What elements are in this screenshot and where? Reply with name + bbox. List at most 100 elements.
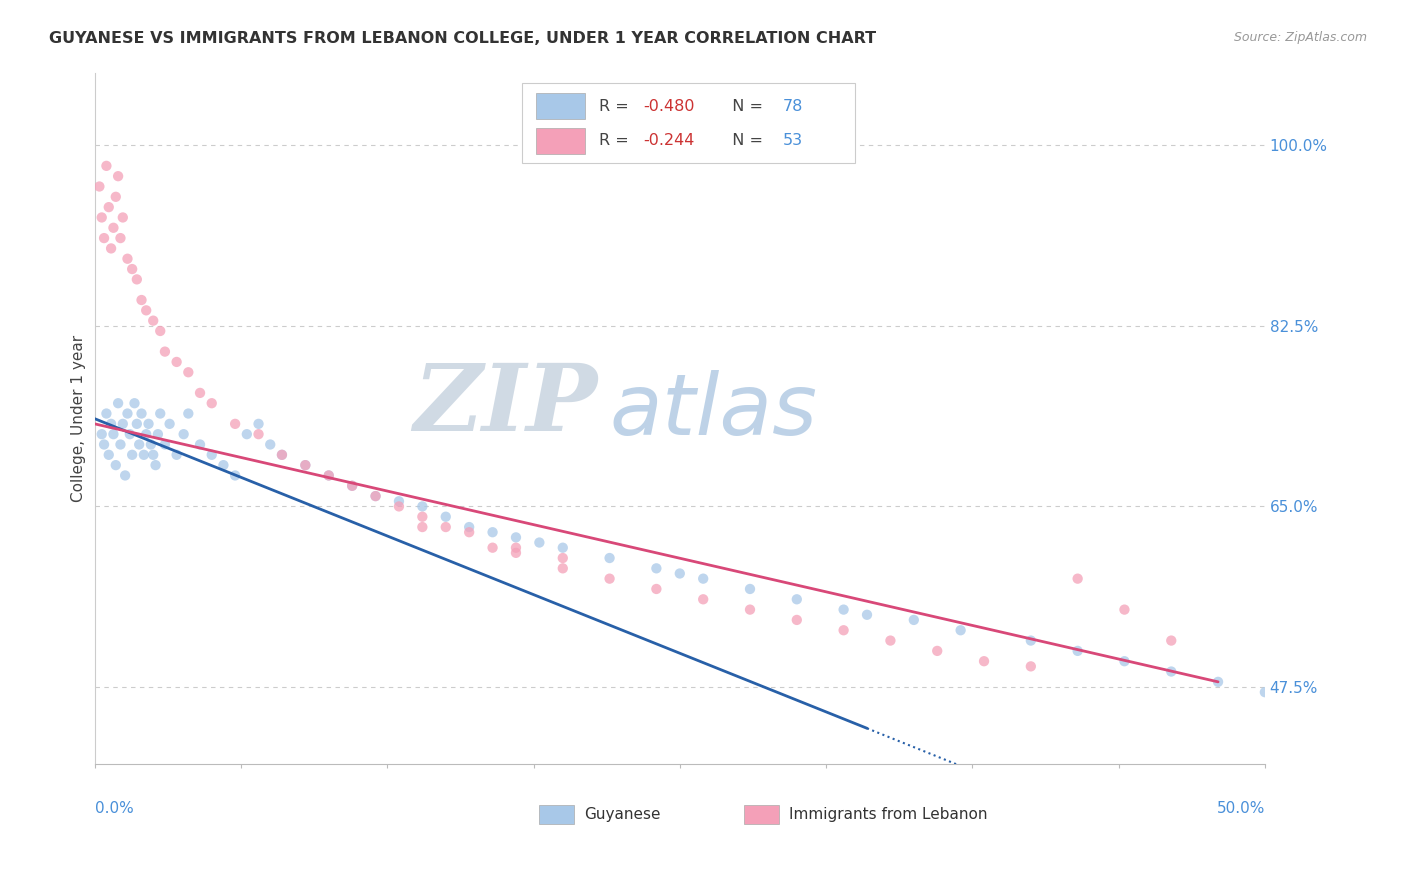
Point	[1019, 659, 1042, 673]
Point	[1114, 654, 1136, 668]
Point	[458, 525, 481, 540]
Point	[1114, 602, 1136, 616]
Point	[259, 437, 281, 451]
Point	[973, 654, 995, 668]
Point	[903, 613, 925, 627]
Point	[149, 407, 172, 421]
Point	[166, 448, 188, 462]
Point	[121, 262, 143, 277]
Point	[949, 624, 972, 638]
Point	[146, 427, 169, 442]
Text: ZIP: ZIP	[413, 359, 598, 450]
Point	[110, 437, 132, 451]
Point	[135, 303, 157, 318]
Point	[117, 252, 139, 266]
Point	[692, 572, 714, 586]
Point	[132, 448, 155, 462]
Text: atlas: atlas	[610, 370, 817, 453]
Text: GUYANESE VS IMMIGRANTS FROM LEBANON COLLEGE, UNDER 1 YEAR CORRELATION CHART: GUYANESE VS IMMIGRANTS FROM LEBANON COLL…	[49, 31, 876, 46]
Point	[103, 220, 125, 235]
Point	[93, 437, 115, 451]
Point	[100, 417, 122, 431]
Text: 0.0%: 0.0%	[94, 800, 134, 815]
Point	[124, 396, 146, 410]
Point	[128, 437, 150, 451]
Point	[247, 417, 270, 431]
Point	[96, 407, 118, 421]
Point	[131, 293, 153, 307]
Point	[118, 427, 141, 442]
Point	[114, 468, 136, 483]
Point	[505, 541, 527, 555]
Point	[97, 448, 120, 462]
Point	[90, 211, 112, 225]
Text: N =: N =	[721, 133, 768, 148]
Point	[111, 417, 134, 431]
Point	[149, 324, 172, 338]
Text: Immigrants from Lebanon: Immigrants from Lebanon	[789, 806, 987, 822]
Point	[177, 365, 200, 379]
Point	[153, 437, 176, 451]
Point	[738, 582, 761, 596]
Point	[411, 520, 433, 534]
Point	[1347, 696, 1369, 710]
Point	[411, 500, 433, 514]
Point	[107, 396, 129, 410]
Point	[458, 520, 481, 534]
Point	[159, 417, 181, 431]
Point	[224, 417, 246, 431]
Text: -0.480: -0.480	[644, 99, 695, 113]
Point	[551, 551, 574, 566]
Point	[388, 500, 411, 514]
Point	[107, 169, 129, 184]
Point	[89, 179, 111, 194]
FancyBboxPatch shape	[522, 83, 855, 163]
Point	[153, 344, 176, 359]
Text: -0.244: -0.244	[644, 133, 695, 148]
Text: N =: N =	[721, 99, 768, 113]
Text: Source: ZipAtlas.com: Source: ZipAtlas.com	[1233, 31, 1367, 45]
Point	[271, 448, 294, 462]
Point	[177, 407, 200, 421]
Point	[103, 427, 125, 442]
Point	[93, 231, 115, 245]
Point	[1160, 665, 1182, 679]
Text: 53: 53	[783, 133, 803, 148]
Point	[340, 479, 363, 493]
Point	[294, 458, 316, 472]
Point	[645, 582, 668, 596]
Point	[145, 458, 167, 472]
Point	[481, 525, 503, 540]
Bar	[744, 805, 779, 824]
Point	[294, 458, 316, 472]
Point	[1019, 633, 1042, 648]
Point	[125, 417, 148, 431]
Point	[832, 624, 855, 638]
Point	[645, 561, 668, 575]
Point	[692, 592, 714, 607]
Point	[166, 355, 188, 369]
Point	[212, 458, 235, 472]
Point	[551, 541, 574, 555]
Point	[188, 385, 211, 400]
Point	[142, 448, 165, 462]
Point	[1393, 700, 1406, 714]
Point	[201, 448, 224, 462]
Point	[173, 427, 195, 442]
Point	[135, 427, 157, 442]
Text: R =: R =	[599, 99, 634, 113]
Point	[97, 200, 120, 214]
Point	[121, 448, 143, 462]
Point	[505, 546, 527, 560]
Point	[104, 190, 127, 204]
Point	[1160, 633, 1182, 648]
Point	[927, 644, 949, 658]
Point	[481, 541, 503, 555]
Point	[131, 407, 153, 421]
Point	[879, 633, 901, 648]
Point	[738, 602, 761, 616]
Point	[434, 509, 457, 524]
Point	[1254, 685, 1277, 699]
Point	[139, 437, 162, 451]
Bar	[536, 93, 585, 120]
